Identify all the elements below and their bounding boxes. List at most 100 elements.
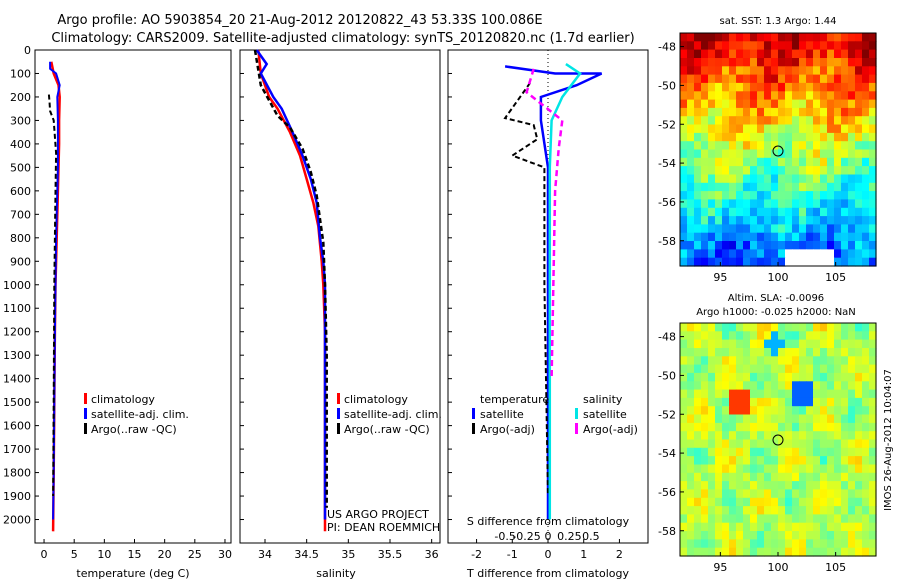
heatmap-cell [743,522,751,532]
heatmap-cell [841,249,849,259]
heatmap-cell [834,439,842,449]
heatmap-cell [855,489,863,499]
heatmap-cell [813,397,821,407]
heatmap-cell [764,107,772,117]
y-tick-label: 600 [10,185,31,198]
heatmap-cell [792,389,800,399]
heatmap-cell [687,232,695,242]
heatmap-cell [708,514,716,524]
heatmap-cell [715,456,723,465]
heatmap-cell [722,124,730,134]
heatmap-cell [687,41,695,51]
heatmap-cell [841,149,849,159]
heatmap-cell [869,539,877,549]
heatmap-cell [757,547,765,557]
heatmap-cell [771,539,779,549]
heatmap-cell [771,372,779,382]
heatmap-cell [694,241,702,250]
heatmap-cell [820,149,828,159]
heatmap-cell [820,323,828,332]
heatmap-cell [799,339,807,349]
heatmap-cell [834,141,842,151]
heatmap-cell [806,82,814,92]
heatmap-cell [701,174,709,184]
heatmap-cell [743,141,751,151]
heatmap-cell [806,41,814,51]
salinity-lines [253,49,328,532]
heatmap-cell [841,58,849,67]
heatmap-cell [785,489,793,499]
heatmap-cell [841,257,849,267]
heatmap-cell [841,99,849,109]
heatmap-cell [799,91,807,101]
heatmap-cell [792,364,800,374]
heatmap-cell [778,49,786,59]
heatmap-cell [792,497,800,507]
heatmap-cell [785,531,793,540]
heatmap-cell [680,539,688,549]
heatmap-cell [764,497,772,507]
heatmap-cell [701,232,709,242]
heatmap-cell [792,447,800,457]
heatmap-cell [743,489,751,499]
heatmap-cell [687,199,695,209]
heatmap-cell [701,406,709,416]
heatmap-cell [841,397,849,407]
heatmap-cell [750,539,758,549]
heatmap-cell [694,116,702,126]
heatmap-cell [715,157,723,167]
heatmap-cell [827,166,835,175]
heatmap-cell [799,447,807,457]
heatmap-cell [799,439,807,449]
heatmap-cell [750,82,758,92]
heatmap-cell [869,216,877,225]
heatmap-cell [827,174,835,184]
heatmap-cell [736,232,744,242]
heatmap-cell [778,489,786,499]
heatmap-cell [820,232,828,242]
heatmap-cell [834,107,842,117]
heatmap-cell [736,99,744,109]
heatmap-cell [687,547,695,557]
heatmap-cell [736,364,744,374]
heatmap-cell [701,439,709,449]
heatmap-cell [827,547,835,557]
heatmap-cell [771,497,779,507]
heatmap-cell [764,397,772,407]
heatmap-cell [722,199,730,209]
heatmap-cell [736,506,744,515]
heatmap-cell [722,149,730,159]
heatmap-cell [722,82,730,92]
heatmap-cell [792,489,800,499]
heatmap-cell [862,331,870,341]
heatmap-cell [855,472,863,482]
heatmap-cell [848,489,856,499]
heatmap-cell [813,531,821,540]
heatmap-cell [799,514,807,524]
heatmap-cell [771,41,779,51]
heatmap-cell [736,447,744,457]
heatmap-cell [757,174,765,184]
heatmap-cell [778,182,786,192]
heatmap-cell [869,497,877,507]
heatmap-cell [743,82,751,92]
heatmap-cell [855,141,863,151]
heatmap-cell [869,58,877,67]
heatmap-cell [841,406,849,416]
heatmap-cell [834,149,842,159]
heatmap-cell [778,539,786,549]
heatmap-cell [806,66,814,76]
x-tick-label: -1 [507,548,518,561]
heatmap-cell [694,414,702,424]
heatmap-cell [806,522,814,532]
heatmap-cell [820,456,828,465]
heatmap-cell [855,116,863,126]
heatmap-cell [806,141,814,151]
heatmap-cell [757,33,765,42]
heatmap-cell [813,464,821,474]
heatmap-cell [792,191,800,200]
heatmap-cell [715,58,723,67]
heatmap-cell [778,224,786,234]
heatmap-cell [680,456,688,465]
heatmap-cell [820,99,828,109]
